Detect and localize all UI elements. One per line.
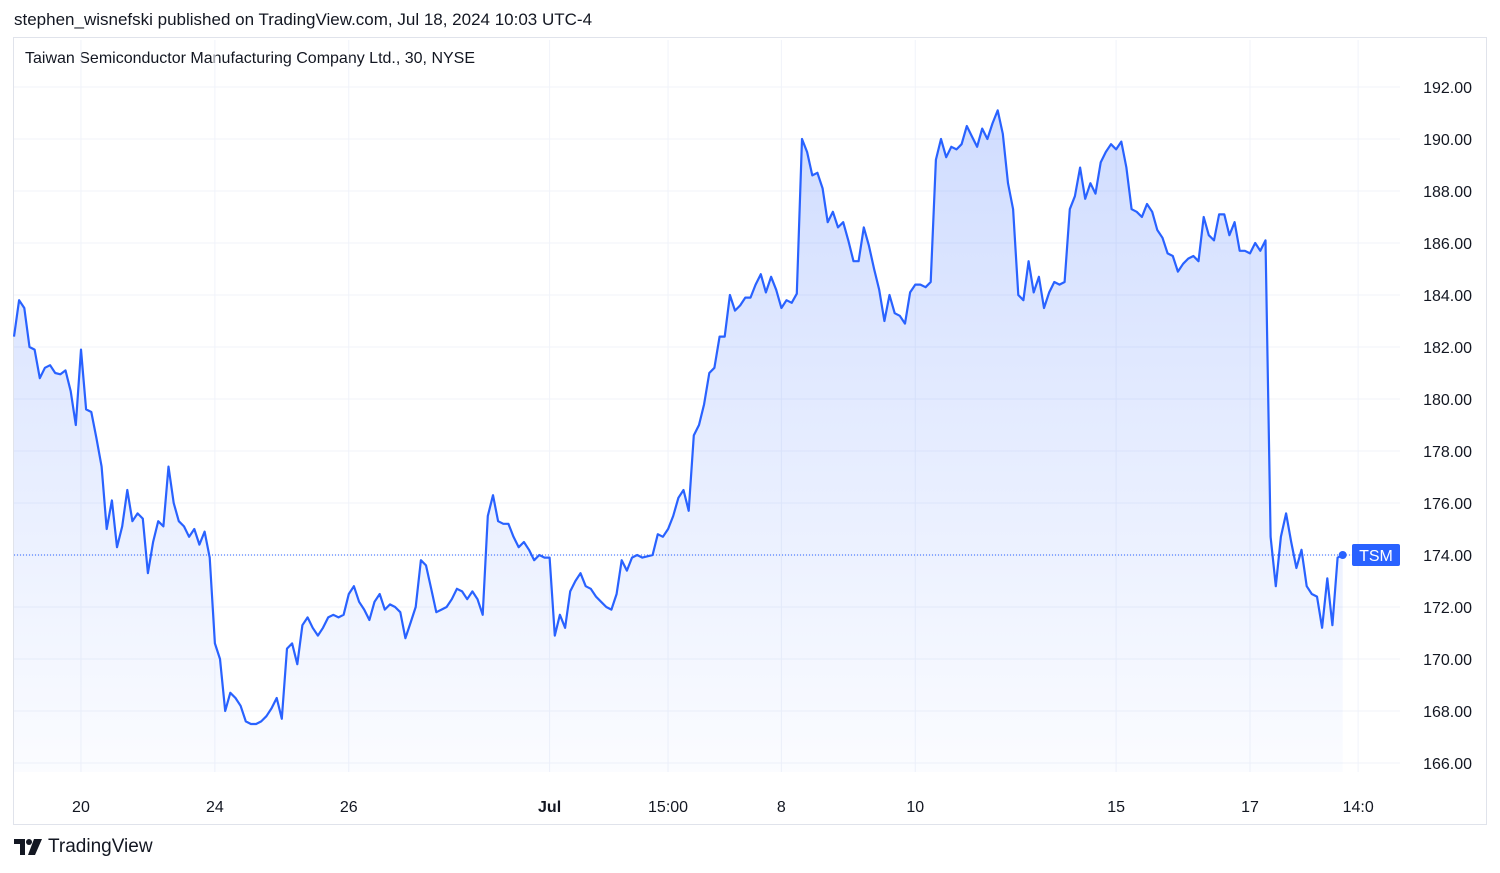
publisher-header: stephen_wisnefski published on TradingVi…	[14, 10, 593, 29]
y-tick-label: 174.00	[1423, 548, 1472, 565]
tradingview-logo-icon	[14, 839, 42, 855]
x-tick-label: 14:0	[1343, 799, 1374, 816]
y-tick-label: 184.00	[1423, 288, 1472, 305]
y-tick-label: 172.00	[1423, 600, 1472, 617]
area-fill	[14, 110, 1343, 772]
y-tick-label: 166.00	[1423, 756, 1472, 773]
symbol-badge-label: TSM	[1359, 548, 1393, 565]
chart-frame	[13, 37, 1487, 825]
y-tick-label: 168.00	[1423, 704, 1472, 721]
x-tick-label: 20	[72, 799, 90, 816]
x-tick-label: 26	[340, 799, 358, 816]
y-tick-label: 192.00	[1423, 80, 1472, 97]
chart-title: Taiwan Semiconductor Manufacturing Compa…	[25, 50, 476, 67]
y-tick-label: 188.00	[1423, 184, 1472, 201]
last-price-dot	[1338, 551, 1347, 559]
x-tick-label: 10	[906, 799, 924, 816]
y-tick-label: 190.00	[1423, 132, 1472, 149]
x-tick-label: 17	[1241, 799, 1259, 816]
x-tick-label: Jul	[538, 799, 561, 816]
y-tick-label: 170.00	[1423, 652, 1472, 669]
y-tick-label: 176.00	[1423, 496, 1472, 513]
x-tick-label: 24	[206, 799, 224, 816]
price-line	[12, 109, 1344, 726]
y-tick-label: 182.00	[1423, 340, 1472, 357]
x-tick-label: 8	[777, 799, 786, 816]
y-tick-label: 180.00	[1423, 392, 1472, 409]
x-tick-label: 15	[1107, 799, 1125, 816]
y-tick-label: 186.00	[1423, 236, 1472, 253]
y-tick-label: 178.00	[1423, 444, 1472, 461]
footer-brand: TradingView	[48, 836, 153, 857]
symbol-badge	[1352, 544, 1400, 566]
x-tick-label: 15:00	[648, 799, 688, 816]
footer: TradingView	[14, 836, 153, 858]
